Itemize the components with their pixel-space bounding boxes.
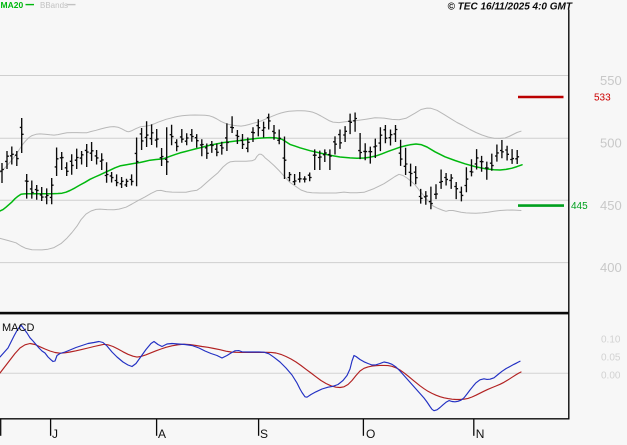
svg-text:0.05: 0.05 [601,353,621,364]
svg-text:S: S [260,427,268,440]
svg-text:450: 450 [600,198,622,213]
svg-text:O: O [366,427,375,440]
svg-text:550: 550 [600,73,622,88]
svg-text:445: 445 [571,201,588,212]
svg-text:MACD: MACD [2,322,34,334]
svg-text:J: J [52,427,58,440]
svg-text:0.10: 0.10 [601,335,621,346]
svg-text:N: N [476,427,485,440]
svg-text:0.00: 0.00 [601,371,621,382]
svg-text:A: A [158,427,166,440]
svg-text:BBands: BBands [40,1,68,10]
svg-text:MA20: MA20 [1,0,24,10]
svg-text:500: 500 [600,136,622,151]
svg-text:© TEC 16/11/2025 4:0 GMT: © TEC 16/11/2025 4:0 GMT [448,2,573,13]
svg-text:400: 400 [600,260,622,275]
svg-text:533: 533 [594,93,611,104]
